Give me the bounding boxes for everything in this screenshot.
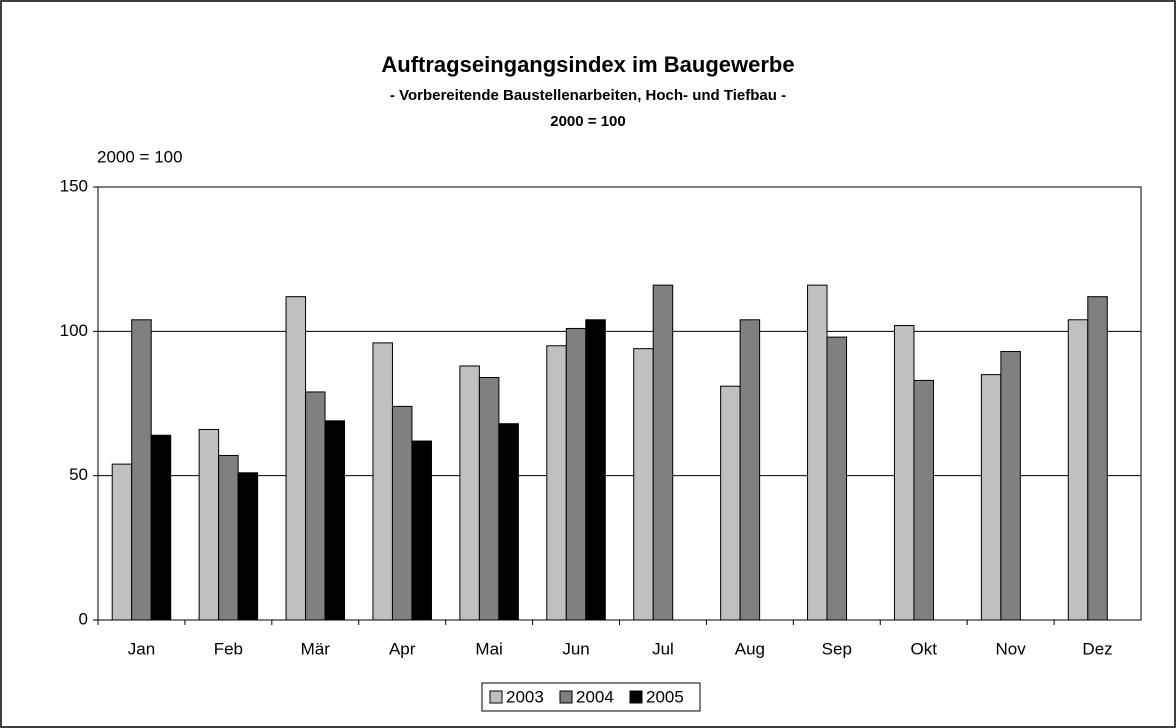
- bar: [218, 454, 239, 621]
- bar: [111, 463, 133, 621]
- bar: [459, 365, 480, 621]
- x-tick-label: Feb: [214, 639, 243, 658]
- x-tick-label: Jan: [128, 639, 155, 658]
- legend-swatch: [629, 690, 643, 704]
- x-tick-label: Jul: [652, 639, 674, 658]
- bar: [391, 405, 413, 621]
- x-tick-label: Sep: [822, 639, 852, 658]
- y-tick-label: 0: [79, 609, 88, 628]
- bar: [633, 348, 654, 621]
- bar: [498, 423, 519, 621]
- bar: [305, 391, 326, 621]
- bar: [411, 440, 432, 621]
- legend: 2003 2004 2005: [481, 682, 701, 712]
- y-tick-label: 50: [69, 465, 88, 484]
- x-tick-label: Aug: [735, 639, 765, 658]
- x-tick-label: Mär: [301, 639, 331, 658]
- x-tick-label: Apr: [389, 639, 416, 658]
- legend-label: 2004: [576, 687, 614, 706]
- bar: [826, 336, 848, 621]
- bar: [1087, 296, 1108, 621]
- bar: [546, 345, 567, 621]
- bar: [150, 434, 172, 621]
- bar: [237, 472, 259, 621]
- bar: [1067, 319, 1089, 621]
- x-tick-label: Nov: [996, 639, 1027, 658]
- bar: [565, 327, 587, 621]
- bar: [1000, 351, 1021, 621]
- bar: [372, 342, 393, 621]
- legend-swatch: [489, 690, 503, 704]
- legend-label: 2005: [646, 687, 684, 706]
- bar: [324, 420, 346, 621]
- bar: [807, 284, 828, 621]
- bar: [739, 319, 761, 621]
- legend-label: 2003: [506, 687, 544, 706]
- bar: [131, 319, 152, 621]
- x-tick-label: Dez: [1082, 639, 1112, 658]
- bar: [980, 374, 1002, 621]
- legend-swatch: [559, 690, 573, 704]
- x-tick-label: Okt: [910, 639, 937, 658]
- bar: [913, 379, 934, 621]
- bar: [198, 428, 220, 621]
- bar: [652, 284, 674, 621]
- bar: [585, 319, 606, 621]
- y-axis-label: 2000 = 100: [97, 147, 183, 166]
- x-tick-label: Jun: [562, 639, 589, 658]
- bar: [893, 325, 915, 621]
- y-tick-label: 150: [60, 176, 88, 195]
- bar: [720, 385, 741, 621]
- legend-box: [481, 682, 701, 712]
- y-tick-label: 100: [60, 321, 88, 340]
- chart-subtitle: - Vorbereitende Baustellenarbeiten, Hoch…: [390, 87, 786, 104]
- bar: [478, 377, 500, 621]
- x-tick-label: Mai: [475, 639, 502, 658]
- chart-title: Auftragseingangsindex im Baugewerbe: [381, 52, 794, 77]
- chart-subtitle: 2000 = 100: [550, 113, 626, 130]
- bar: [285, 296, 307, 621]
